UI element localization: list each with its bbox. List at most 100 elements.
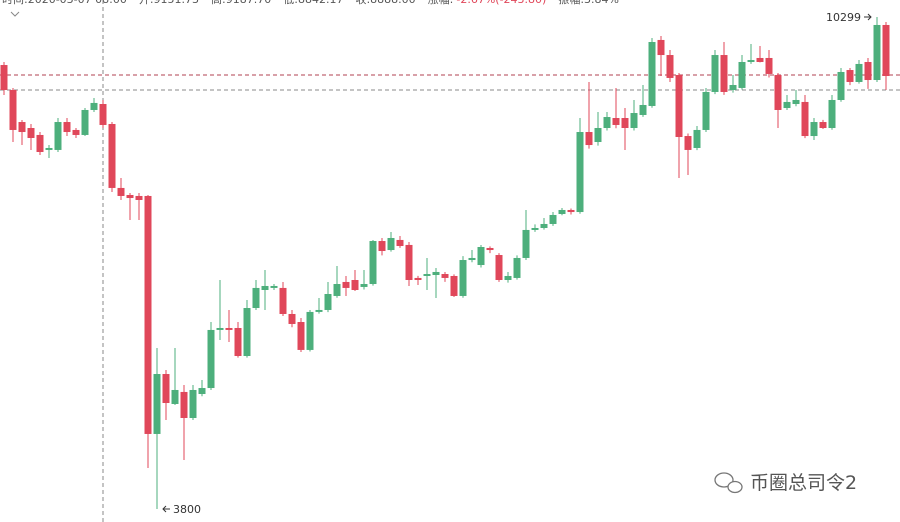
candle-body — [531, 227, 539, 230]
candle-body — [864, 61, 872, 81]
candle-body — [45, 147, 53, 150]
candle-body — [36, 134, 44, 152]
low-label: 3800 — [173, 503, 201, 516]
candle-body — [171, 389, 179, 404]
candle-body — [756, 57, 764, 62]
candle-body — [711, 55, 719, 92]
candle-body — [468, 257, 476, 261]
candle-body — [378, 241, 386, 252]
candle-body — [423, 274, 431, 276]
candle-body — [459, 260, 467, 296]
candle-body — [882, 24, 890, 76]
candle-body — [270, 285, 278, 288]
header-item: 低:8842.17 — [283, 0, 343, 6]
candle-body — [675, 75, 683, 138]
candle-body — [405, 244, 413, 280]
candle-body — [441, 274, 449, 278]
header-item: -2.67%(-243.80) — [456, 0, 546, 6]
candle-body — [819, 122, 827, 129]
candle-body — [702, 91, 710, 130]
wechat-icon — [727, 480, 743, 494]
candle-body — [783, 101, 791, 109]
candle-body — [207, 329, 215, 389]
candle-body — [450, 275, 458, 296]
candle-body — [693, 129, 701, 148]
header-item: 高:9187.70 — [211, 0, 271, 6]
candle-body — [234, 327, 242, 356]
candle-body — [18, 122, 26, 133]
candle-body — [198, 388, 206, 394]
candle-body — [549, 214, 557, 224]
candle-body — [297, 322, 305, 350]
candle-body — [747, 60, 755, 62]
candle-body — [828, 99, 836, 129]
candle-body — [117, 187, 125, 196]
header-item: 涨幅: — [428, 0, 454, 6]
candle-body — [522, 229, 530, 258]
collapse-icon[interactable] — [10, 11, 20, 17]
candle-body — [387, 237, 395, 251]
low-arrow — [162, 505, 170, 513]
candle-body — [540, 223, 548, 228]
header-item: 开:9151.73 — [139, 0, 199, 6]
candle-body — [810, 122, 818, 137]
candle-body — [396, 239, 404, 247]
candle-body — [738, 61, 746, 88]
candle-body — [72, 129, 80, 135]
candle-body — [306, 311, 314, 350]
candle-body — [153, 374, 161, 434]
candle-body — [63, 122, 71, 133]
candle-body — [513, 257, 521, 278]
candle-body — [324, 294, 332, 310]
candle-body — [765, 57, 773, 74]
header-item: 振幅:3.84% — [558, 0, 619, 6]
header-item: 时间:2020-03-07 08:00 — [2, 0, 127, 6]
candle-body — [54, 122, 62, 150]
candle-body — [288, 313, 296, 324]
candle-body — [333, 284, 341, 296]
candle-body — [225, 327, 233, 330]
candle-body — [144, 195, 152, 434]
candle-body — [135, 195, 143, 200]
candle-body — [504, 275, 512, 280]
candle-body — [261, 285, 269, 290]
candle-body — [90, 102, 98, 110]
watermark: 币圈总司令2 — [714, 472, 857, 494]
candle-body — [279, 287, 287, 314]
candle-body — [162, 374, 170, 404]
candle-body — [846, 70, 854, 82]
candle-body — [774, 75, 782, 110]
candle-body — [873, 24, 881, 81]
candle-body — [729, 85, 737, 91]
candle-body — [360, 284, 368, 287]
candle-body — [630, 113, 638, 129]
candle-body — [108, 123, 116, 188]
candle-body — [495, 255, 503, 280]
candle-body — [414, 277, 422, 280]
candle-body — [81, 109, 89, 135]
candle-body — [252, 287, 260, 309]
candle-body — [648, 42, 656, 106]
candle-body — [621, 118, 629, 129]
candle-body — [477, 246, 485, 266]
candle-body — [126, 194, 134, 199]
candle-body — [27, 128, 35, 138]
candle-body — [801, 101, 809, 137]
wechat-icon — [714, 472, 734, 488]
candle-body — [792, 99, 800, 105]
watermark-text: 币圈总司令2 — [750, 472, 857, 494]
header-item: 收:8888.00 — [355, 0, 415, 6]
candle-body — [585, 132, 593, 146]
high-arrow — [864, 13, 872, 21]
candle-body — [243, 308, 251, 356]
candle-body — [684, 136, 692, 150]
candle-body — [666, 55, 674, 78]
candle-body — [612, 118, 620, 125]
candle-body — [180, 391, 188, 418]
candle-body — [603, 117, 611, 129]
candle-body — [369, 241, 377, 285]
high-label: 10299 — [826, 11, 861, 24]
candle-body — [567, 209, 575, 213]
candle-body — [342, 281, 350, 288]
